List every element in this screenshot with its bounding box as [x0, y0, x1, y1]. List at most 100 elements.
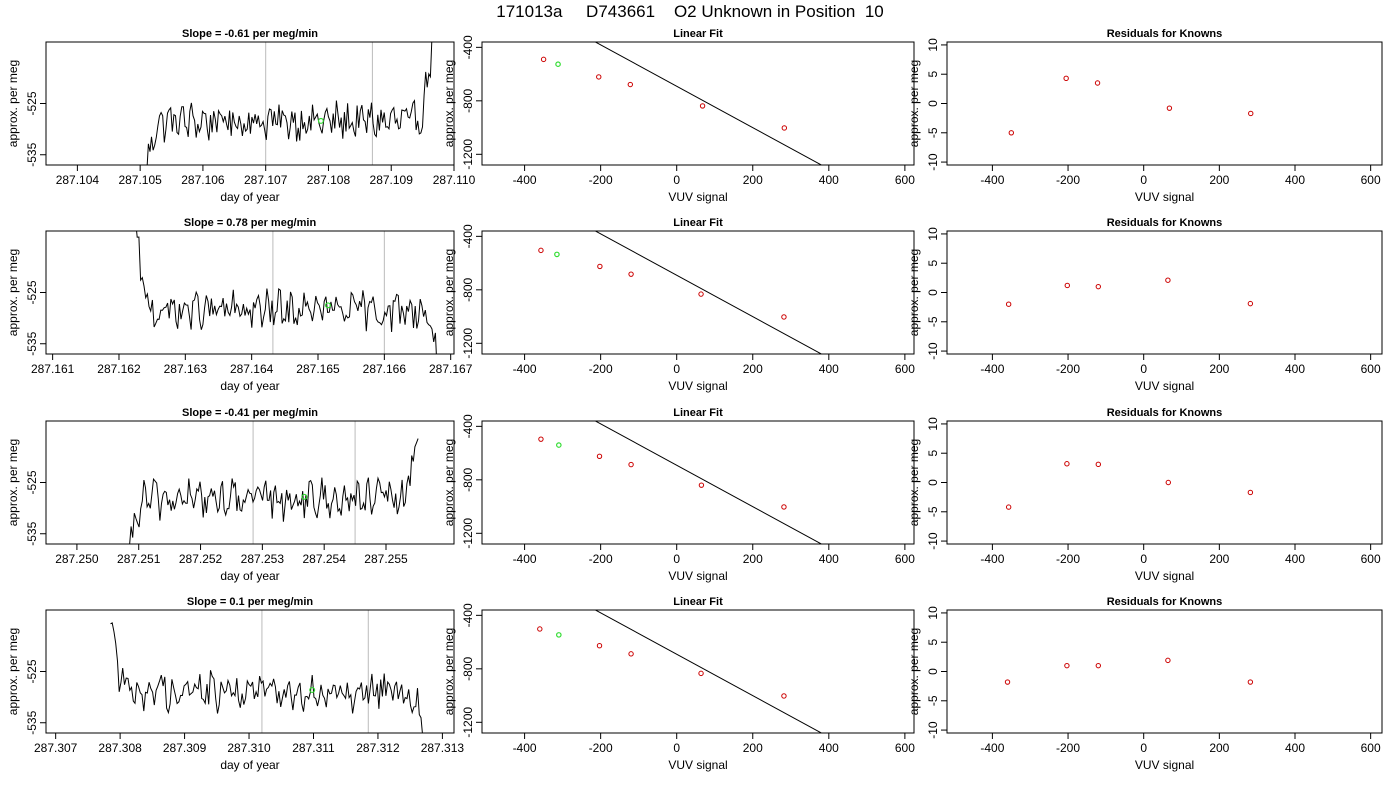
x-tick-label: 287.161 [31, 362, 75, 376]
residual-point [1166, 105, 1173, 111]
y-tick-label: 0 [926, 289, 940, 296]
panel-scatter-5: Residuals for Knowns VUV signal approx. pe… [907, 217, 1383, 393]
panel-scatter-7: Linear Fit VUV signal approx. per meg -400 -… [442, 407, 915, 583]
y-tick-label: -1200 [461, 518, 475, 549]
x-tick-label: -400 [980, 552, 1004, 566]
residual-point [1095, 283, 1102, 290]
x-tick-label: 287.252 [179, 552, 223, 566]
unknown-point [556, 632, 562, 638]
x-tick-label: 287.106 [181, 173, 225, 187]
y-tick-label: -525 [25, 280, 39, 304]
unknown-point [555, 61, 561, 67]
plot-frame [45, 230, 455, 355]
y-axis-label: approx. per meg [907, 60, 921, 147]
x-tick-label: 287.254 [302, 552, 346, 566]
x-tick-label: -400 [513, 552, 537, 566]
plot-area [136, 231, 437, 354]
residual-point [1005, 301, 1012, 307]
x-tick-label: 287.253 [241, 552, 285, 566]
known-point [628, 461, 634, 468]
fit-line [594, 231, 823, 354]
y-tick-label: -400 [461, 35, 475, 59]
x-tick-label: 200 [1209, 173, 1229, 187]
x-tick-label: 200 [1209, 552, 1229, 566]
plot-area [1004, 657, 1254, 685]
x-tick-label: 287.308 [98, 741, 142, 755]
y-tick-label: 10 [926, 227, 940, 241]
x-tick-label: -200 [1056, 173, 1080, 187]
x-tick-label: 287.311 [292, 741, 335, 755]
x-tick-label: -200 [1056, 741, 1080, 755]
y-axis-label: approx. per meg [442, 60, 456, 147]
known-point [698, 482, 705, 488]
y-tick-label: -10 [926, 532, 940, 550]
plot-frame [45, 609, 455, 734]
known-point [628, 271, 634, 277]
known-point [627, 81, 634, 88]
y-tick-label: -535 [25, 521, 39, 545]
known-point [538, 436, 544, 442]
x-tick-label: 200 [1209, 362, 1229, 376]
unknown-point [324, 302, 331, 309]
y-tick-label: -800 [461, 88, 475, 112]
y-tick-label: 10 [926, 38, 940, 52]
x-tick-label: 400 [819, 552, 839, 566]
x-tick-label: 400 [819, 173, 839, 187]
x-tick-label: 200 [743, 552, 763, 566]
x-tick-label: 287.250 [55, 552, 99, 566]
unknown-point [309, 686, 316, 693]
y-tick-label: 0 [926, 479, 940, 486]
unknown-point [554, 251, 560, 258]
x-axis-label: VUV signal [668, 190, 727, 204]
panel-title: Linear Fit [673, 407, 723, 419]
known-point [781, 693, 787, 699]
residual-point [1008, 130, 1015, 136]
panel-title: Residuals for Knowns [1107, 28, 1223, 40]
residual-point [1165, 479, 1171, 486]
residual-point [1004, 679, 1011, 685]
y-tick-label: -800 [461, 467, 475, 491]
x-axis-label: VUV signal [1135, 569, 1194, 583]
known-point [537, 626, 543, 632]
panel-scatter-8: Residuals for Knowns VUV signal approx. pe… [907, 407, 1383, 583]
known-point [596, 453, 603, 459]
y-tick-label: -1200 [461, 707, 475, 738]
plot-frame [946, 41, 1383, 166]
residual-point [1247, 300, 1254, 307]
residual-point [1165, 657, 1171, 664]
y-tick-label: -535 [25, 710, 39, 734]
known-point [597, 263, 603, 270]
plot-frame [946, 420, 1383, 545]
y-axis-label: approx. per meg [907, 439, 921, 526]
y-tick-label: -5 [926, 316, 940, 327]
y-tick-label: -10 [926, 153, 940, 171]
x-tick-label: 200 [743, 362, 763, 376]
data-trace [146, 42, 433, 165]
x-tick-label: 287.104 [56, 173, 100, 187]
residual-point [1247, 679, 1254, 685]
plot-area [1005, 461, 1254, 510]
data-trace [110, 622, 423, 733]
y-tick-label: -1200 [461, 328, 475, 359]
x-tick-label: 287.255 [364, 552, 408, 566]
x-tick-label: 287.108 [307, 173, 351, 187]
plot-area [537, 610, 823, 733]
x-tick-label: 400 [819, 362, 839, 376]
x-tick-label: 287.251 [117, 552, 161, 566]
x-tick-label: 0 [673, 552, 680, 566]
y-axis-label: approx. per meg [6, 60, 20, 147]
y-axis-label: approx. per meg [6, 439, 20, 526]
y-axis-label: approx. per meg [907, 249, 921, 336]
known-point [781, 504, 787, 510]
y-tick-label: -400 [461, 224, 475, 248]
y-tick-label: -400 [461, 603, 475, 627]
x-tick-label: 400 [1285, 173, 1305, 187]
x-tick-label: 287.307 [34, 741, 78, 755]
x-axis-label: VUV signal [1135, 379, 1194, 393]
y-tick-label: -10 [926, 721, 940, 739]
x-tick-label: 287.110 [433, 173, 476, 187]
x-tick-label: 600 [895, 552, 915, 566]
x-axis-label: VUV signal [1135, 190, 1194, 204]
known-point [698, 670, 704, 677]
